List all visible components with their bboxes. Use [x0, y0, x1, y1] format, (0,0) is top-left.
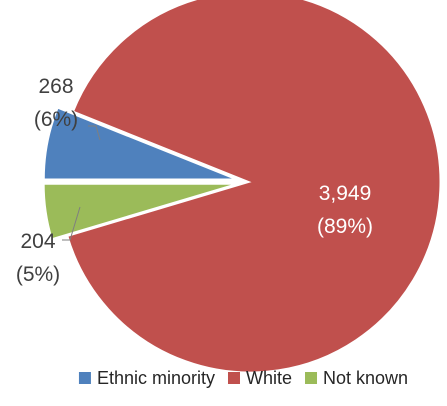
legend-label-ethnic-minority: Ethnic minority	[97, 368, 215, 388]
pie-slice-not-known	[43, 183, 235, 240]
legend-label-white: White	[246, 368, 292, 388]
data-labels: 3,949 (89%) 268 (6%) 204 (5%)	[16, 75, 373, 286]
leader-line-not-known	[62, 206, 81, 241]
legend: Ethnic minority White Not known	[78, 368, 408, 388]
data-label-white-value: 3,949	[319, 182, 372, 205]
data-label-ethnic-minority-value: 268	[38, 75, 73, 98]
data-label-not-known-percent: (5%)	[16, 263, 60, 286]
data-label-ethnic-minority-percent: (6%)	[34, 108, 78, 131]
leader-line-ethnic-minority	[88, 125, 101, 141]
legend-label-not-known: Not known	[323, 368, 408, 388]
legend-swatch-white	[227, 372, 240, 384]
data-label-not-known-value: 204	[20, 230, 55, 253]
pie-slice-white	[67, 0, 441, 373]
pie-slices	[43, 0, 441, 373]
legend-swatch-not-known	[305, 372, 318, 384]
data-label-white-percent: (89%)	[317, 215, 373, 238]
legend-swatch-ethnic-minority	[78, 372, 91, 384]
